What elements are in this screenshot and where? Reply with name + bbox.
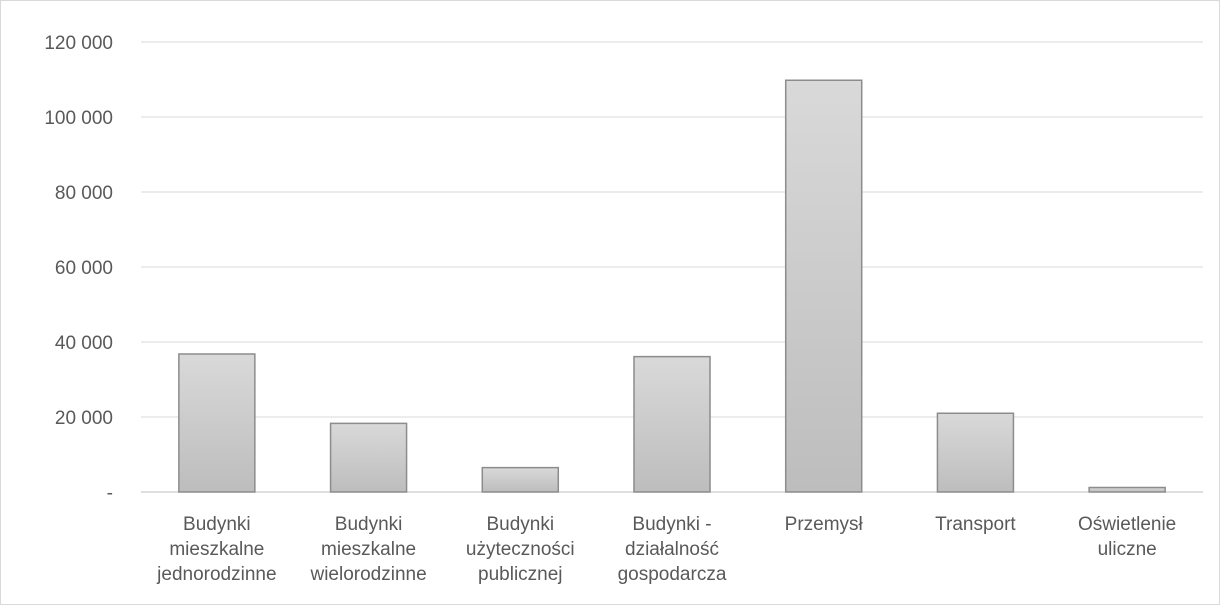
x-category-label-line: działalność — [625, 539, 719, 560]
x-category-label: Przemysł — [785, 514, 864, 535]
x-category-label-line: gospodarcza — [618, 564, 727, 585]
x-category-label: Transport — [935, 514, 1016, 535]
x-category-label-line: uliczne — [1098, 539, 1157, 560]
bar — [633, 355, 711, 493]
x-category-label: Budynki mieszkalne wielorodzinne — [309, 514, 426, 585]
x-category-label: Oświetlenie uliczne — [1078, 514, 1176, 560]
y-tick-label: 100 000 — [44, 108, 113, 129]
x-category-label-line: Transport — [935, 514, 1016, 535]
x-category-label-line: publicznej — [478, 564, 563, 585]
x-category-label-line: Budynki — [183, 514, 251, 535]
bar — [1088, 486, 1166, 493]
x-category-label: Budynki użyteczności publicznej — [466, 514, 575, 585]
bar — [178, 353, 256, 493]
y-tick-label: 120 000 — [44, 33, 113, 54]
x-category-label-line: wielorodzinne — [309, 564, 426, 585]
bar — [329, 422, 408, 493]
gridlines — [141, 41, 1203, 493]
x-category-label-line: Budynki - — [632, 514, 711, 535]
x-category-label-line: Budynki — [486, 514, 554, 535]
bar — [784, 79, 863, 493]
bars — [178, 79, 1166, 493]
x-category-label-line: Oświetlenie — [1078, 514, 1176, 535]
bar — [481, 466, 560, 493]
x-category-label-line: mieszkalne — [169, 539, 264, 560]
y-tick-label: - — [107, 483, 113, 504]
y-tick-label: 20 000 — [55, 408, 113, 429]
y-tick-label: 80 000 — [55, 183, 113, 204]
x-category-label-line: Budynki — [335, 514, 403, 535]
y-tick-label: 40 000 — [55, 333, 113, 354]
x-axis-category-labels: Budynki mieszkalne jednorodzinne Budynki mie… — [156, 514, 1176, 585]
x-category-label-line: Przemysł — [785, 514, 864, 535]
x-category-label: Budynki - działalność gospodarcza — [618, 514, 727, 585]
x-category-label: Budynki mieszkalne jednorodzinne — [156, 514, 276, 585]
x-category-label-line: użyteczności — [466, 539, 575, 560]
bar — [936, 412, 1015, 493]
x-category-label-line: jednorodzinne — [156, 564, 276, 585]
x-category-label-line: mieszkalne — [321, 539, 416, 560]
y-axis-tick-labels: - 20 000 40 000 60 000 80 000 100 000 120 000 — [44, 33, 113, 504]
y-tick-label: 60 000 — [55, 258, 113, 279]
